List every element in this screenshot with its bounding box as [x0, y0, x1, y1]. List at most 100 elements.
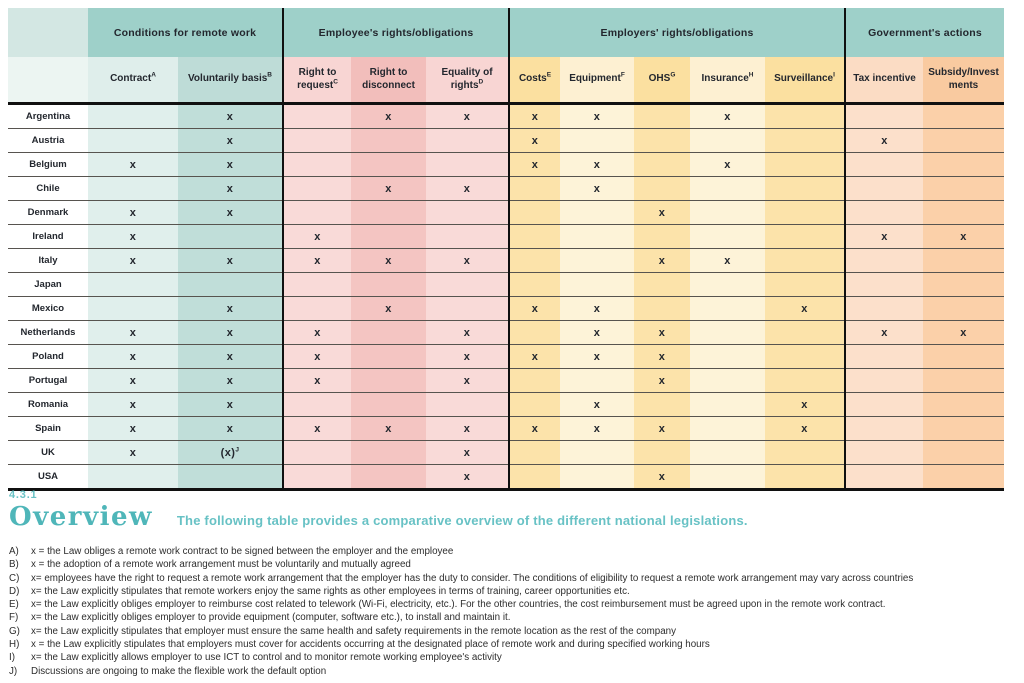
country-cell: Netherlands — [8, 320, 88, 345]
table-row: Ireland x x x x — [8, 224, 1005, 249]
footnote-id: F) — [9, 612, 19, 624]
mark-cell — [560, 248, 635, 273]
country-cell: UK — [8, 440, 88, 465]
mark-cell: x — [426, 344, 510, 369]
mark-cell: x — [426, 248, 510, 273]
country-cell: Spain — [8, 416, 88, 441]
mark-cell — [923, 176, 1005, 201]
mark-cell: x — [178, 128, 284, 153]
footnote: F) x= the Law explicitly obliges employer… — [9, 611, 1017, 624]
mark-cell — [690, 464, 766, 490]
column-header-label: Insurance — [701, 73, 749, 85]
mark-cell: x — [844, 320, 924, 345]
mark-cell: x — [923, 224, 1005, 249]
footnote-id: H) — [9, 639, 20, 651]
section-title: Overview — [9, 502, 153, 532]
mark-cell — [351, 392, 427, 417]
mark-cell: x — [178, 103, 284, 129]
mark-cell — [765, 320, 846, 345]
mark-cell — [844, 272, 924, 297]
column-header-footnote-ref: H — [748, 71, 754, 79]
mark-cell — [690, 440, 766, 465]
mark-cell — [690, 368, 766, 393]
column-header-footnote-ref: F — [620, 71, 625, 79]
mark-cell — [560, 368, 635, 393]
mark-cell: x — [844, 224, 924, 249]
mark-cell: x — [351, 176, 427, 201]
footnote-text: x= the Law explicitly allows employer to… — [31, 652, 502, 664]
mark-cell: x — [560, 296, 635, 321]
mark-cell — [690, 176, 766, 201]
mark-cell — [508, 320, 561, 345]
heading-row: Overview The following table provides a … — [9, 502, 748, 532]
mark-cell — [351, 368, 427, 393]
mark-cell — [634, 128, 691, 153]
column-header-label: Equipment — [569, 73, 621, 85]
mark-cell: x — [88, 392, 178, 417]
mark-cell — [765, 128, 846, 153]
column-header: EquipmentF — [560, 57, 635, 105]
mark-cell — [282, 200, 352, 225]
mark-cell: x — [634, 320, 691, 345]
mark-cell — [560, 128, 635, 153]
mark-cell: x — [282, 416, 352, 441]
mark-cell — [351, 152, 427, 177]
mark-cell — [690, 296, 766, 321]
mark-cell — [690, 344, 766, 369]
table-row: Italy x x x x x x x — [8, 248, 1005, 273]
mark-cell — [765, 248, 846, 273]
country-cell: Italy — [8, 248, 88, 273]
mark-cell — [88, 176, 178, 201]
mark-cell — [282, 464, 352, 490]
mark-cell — [690, 416, 766, 441]
mark-cell — [560, 224, 635, 249]
mark-cell — [426, 272, 510, 297]
mark-cell — [178, 224, 284, 249]
footnote-id: J) — [9, 665, 18, 677]
mark-cell — [690, 320, 766, 345]
footnote-text: x = the Law obliges a remote work contra… — [31, 546, 454, 557]
mark-cell: (x)J — [178, 440, 284, 465]
mark-cell: x — [282, 248, 352, 273]
section-heading: 4.3.1 Overview The following table provi… — [9, 489, 748, 532]
column-header-footnote-ref: D — [478, 78, 484, 86]
column-header-footnote-ref: B — [267, 71, 272, 79]
mark-cell: x — [560, 176, 635, 201]
mark-cell — [765, 440, 846, 465]
mark-cell — [426, 224, 510, 249]
country-cell: Mexico — [8, 296, 88, 321]
mark-cell: x — [560, 103, 635, 129]
column-header-label: Costs — [518, 73, 547, 85]
mark-cell: x — [426, 464, 510, 490]
mark-cell — [923, 103, 1005, 129]
mark-cell: x — [508, 296, 561, 321]
mark-cell — [88, 103, 178, 129]
column-header-label: Subsidy/Investments — [928, 67, 999, 91]
legislation-table: Conditions for remote work Employee's rig… — [8, 8, 1005, 491]
mark-cell — [923, 248, 1005, 273]
footnote-id: A) — [9, 546, 19, 557]
mark-cell: x — [178, 368, 284, 393]
mark-cell — [351, 320, 427, 345]
mark-cell — [178, 272, 284, 297]
mark-cell: x — [88, 416, 178, 441]
mark-cell: x — [351, 248, 427, 273]
footnote: J) Discussions are ongoing to make the fl… — [9, 665, 1017, 678]
footnote-id: I) — [9, 652, 15, 664]
country-cell: Chile — [8, 176, 88, 201]
mark-cell — [765, 368, 846, 393]
mark-cell: x — [178, 320, 284, 345]
mark-cell: x — [88, 368, 178, 393]
mark-cell — [426, 296, 510, 321]
footnote-text: x= the Law explicitly stipulates that em… — [31, 625, 677, 637]
mark-cell — [765, 464, 846, 490]
mark-cell: x — [88, 152, 178, 177]
mark-cell — [351, 344, 427, 369]
mark-cell — [634, 296, 691, 321]
table-row: Mexico x x x x x — [8, 296, 1005, 321]
footnote-id: D) — [9, 585, 20, 597]
mark-cell — [282, 103, 352, 129]
mark-cell: x — [178, 296, 284, 321]
footnote-text: x = the adoption of a remote work arrang… — [31, 559, 411, 571]
mark-cell: x — [634, 464, 691, 490]
